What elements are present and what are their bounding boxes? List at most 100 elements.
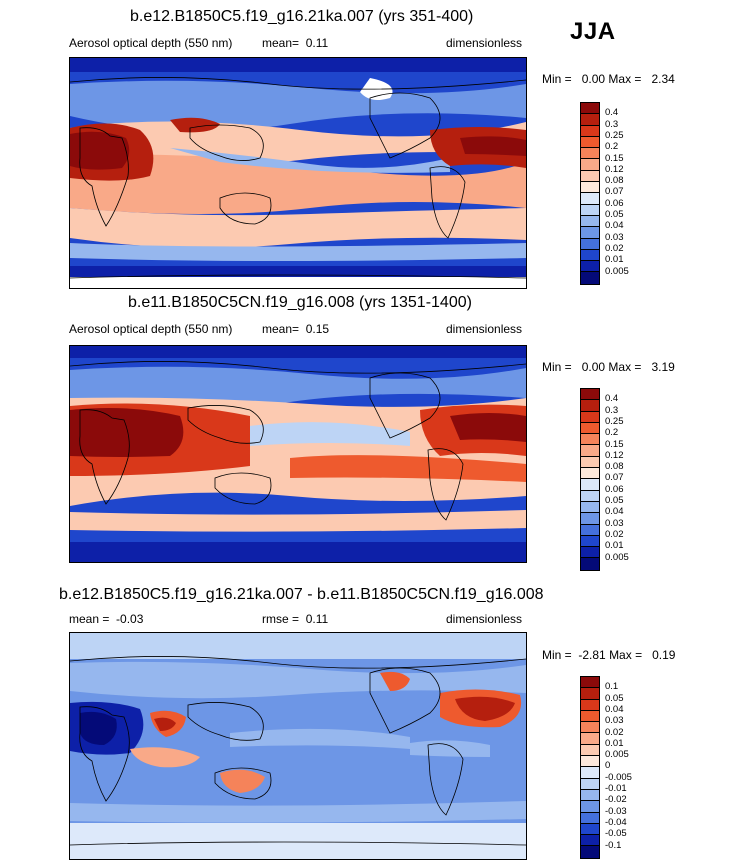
colorbar-swatch: [581, 677, 599, 689]
max-value: 2.34: [651, 72, 675, 86]
colorbar-swatch: [581, 778, 599, 790]
colorbar-tick-label: 0.4: [605, 107, 619, 119]
season-label: JJA: [570, 18, 616, 45]
rmse-value: 0.11: [305, 612, 329, 626]
panel-2-units: dimensionless: [446, 322, 523, 336]
min-label: Min =: [542, 72, 572, 86]
colorbar-tick-label: 0.07: [605, 472, 624, 484]
max-label: Max =: [608, 360, 642, 374]
max-value: 0.19: [652, 648, 676, 662]
colorbar-swatch: [581, 400, 599, 412]
panel-1-variable: Aerosol optical depth (550 nm): [69, 36, 233, 50]
colorbar-tick-label: 0.01: [605, 540, 624, 552]
colorbar-swatch: [581, 215, 599, 228]
colorbar-tick-label: 0.005: [605, 265, 629, 277]
rmse-label: rmse =: [262, 612, 300, 626]
panel-2-map-field: [70, 346, 526, 562]
colorbar-swatch: [581, 103, 599, 115]
mean-value: 0.11: [305, 36, 329, 50]
min-value: -2.81: [578, 648, 606, 662]
colorbar-swatch: [581, 558, 599, 570]
colorbar-tick-label: 0.08: [605, 175, 624, 187]
colorbar-swatch: [581, 114, 599, 126]
colorbar-swatch: [581, 193, 599, 205]
colorbar-swatch: [581, 148, 599, 160]
colorbar-swatch: [581, 524, 599, 536]
colorbar-swatch: [581, 170, 599, 183]
colorbar-tick-label: 0.03: [605, 517, 624, 529]
colorbar-swatch: [581, 722, 599, 734]
panel-3-units: dimensionless: [446, 612, 523, 626]
colorbar-tick-label: 0.25: [605, 129, 624, 141]
colorbar-tick-label: 0.03: [605, 715, 624, 727]
colorbar-tick-label: -0.02: [605, 794, 627, 806]
panel-1-mean: mean= 0.11: [262, 36, 328, 50]
colorbar-swatch: [581, 227, 599, 239]
colorbar-tick-label: 0.02: [605, 242, 624, 254]
colorbar-tick-label: 0.05: [605, 692, 624, 704]
panel-1-title: b.e12.B1850C5.f19_g16.21ka.007 (yrs 351-…: [130, 8, 474, 25]
colorbar-swatch: [581, 411, 599, 423]
panel-1-map-field: [70, 58, 526, 288]
panel-2-colorbar: [580, 388, 600, 571]
colorbar-tick-label: 0.02: [605, 726, 624, 738]
colorbar-swatch: [581, 767, 599, 779]
colorbar-swatch: [581, 238, 599, 250]
colorbar-swatch: [581, 159, 599, 171]
colorbar-swatch: [581, 468, 599, 480]
colorbar-tick-label: 0.25: [605, 415, 624, 427]
mean-label: mean =: [69, 612, 110, 626]
colorbar-tick-label: 0.05: [605, 209, 624, 220]
panel-2-mean: mean= 0.15: [262, 322, 329, 336]
panel-3-minmax: Min = -2.81 Max = 0.19: [542, 648, 675, 662]
colorbar-tick-label: -0.05: [605, 828, 627, 840]
colorbar-swatch: [581, 490, 599, 502]
colorbar-tick-label: 0.04: [605, 506, 624, 518]
colorbar-swatch: [581, 801, 599, 813]
panel-2-minmax: Min = 0.00 Max = 3.19: [542, 360, 675, 374]
colorbar-swatch: [581, 434, 599, 446]
colorbar-swatch: [581, 125, 599, 137]
colorbar-tick-label: -0.1: [605, 839, 622, 851]
colorbar-swatch: [581, 535, 599, 548]
colorbar-swatch: [581, 733, 599, 745]
colorbar-tick-label: 0.005: [605, 551, 629, 563]
colorbar-swatch: [581, 812, 599, 824]
mean-value: -0.03: [116, 612, 144, 626]
min-label: Min =: [542, 360, 572, 374]
colorbar-swatch: [581, 789, 599, 802]
colorbar-swatch: [581, 272, 599, 284]
panel-1-units: dimensionless: [446, 36, 523, 50]
panel-1-map: [69, 57, 527, 289]
colorbar-swatch: [581, 445, 599, 457]
colorbar-tick-label: 0.3: [605, 118, 619, 130]
colorbar-swatch: [581, 846, 599, 858]
colorbar-swatch: [581, 835, 599, 847]
max-value: 3.19: [651, 360, 675, 374]
colorbar-tick-label: 0.04: [605, 220, 624, 232]
colorbar-tick-label: -0.03: [605, 805, 627, 817]
mean-value: 0.15: [305, 322, 330, 336]
colorbar-swatch: [581, 182, 599, 194]
panel-3-rmse: rmse = 0.11: [262, 612, 328, 626]
panel-1-colorbar: [580, 102, 600, 285]
colorbar-swatch: [581, 422, 599, 435]
colorbar-tick-label: 0.01: [605, 254, 624, 266]
colorbar-tick-label: -0.01: [605, 783, 627, 794]
colorbar-tick-label: 0: [605, 760, 611, 772]
colorbar-tick-label: 0.04: [605, 703, 624, 715]
colorbar-swatch: [581, 823, 599, 836]
max-label: Max =: [608, 72, 642, 86]
min-label: Min =: [542, 648, 572, 662]
colorbar-tick-label: 0.15: [605, 152, 624, 164]
colorbar-tick-label: 0.4: [605, 393, 619, 405]
colorbar-tick-label: 0.005: [605, 749, 629, 761]
colorbar-tick-label: 0.15: [605, 438, 624, 450]
colorbar-tick-label: 0.06: [605, 197, 624, 209]
colorbar-tick-label: 0.01: [605, 737, 624, 749]
colorbar-swatch: [581, 501, 599, 514]
panel-1-minmax: Min = 0.00 Max = 2.34: [542, 72, 675, 86]
colorbar-tick-label: 0.2: [605, 141, 619, 153]
panel-3-map: [69, 632, 527, 860]
panel-3-title: b.e12.B1850C5.f19_g16.21ka.007 - b.e11.B…: [59, 586, 544, 603]
